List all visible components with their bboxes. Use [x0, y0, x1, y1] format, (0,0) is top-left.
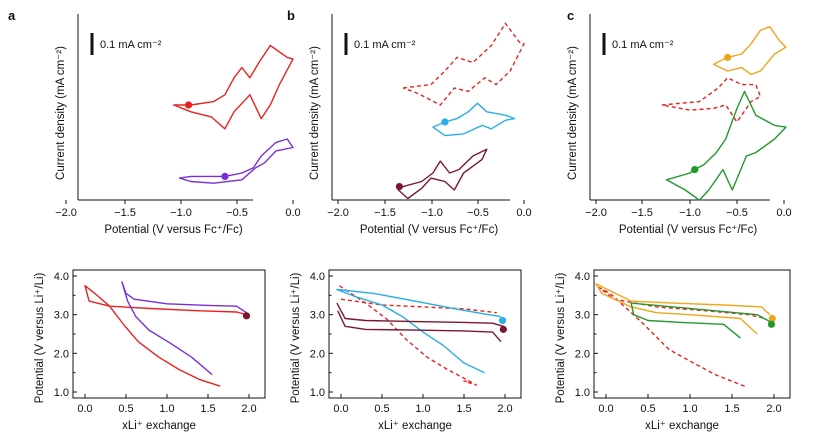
b-top-series-red-0	[402, 22, 525, 106]
gcd-frame-a	[72, 269, 266, 399]
cv-ylabel-b: Current density (mA cm⁻²)	[309, 46, 321, 180]
gcd-frame-c	[593, 269, 791, 399]
b-top-marker-cyan-0	[441, 118, 449, 126]
cv-xtick-label-c-0: −2.0	[585, 207, 607, 219]
c-bottom-marker-green-1	[767, 320, 776, 328]
gcd-ytick-label-b-3: 4.0	[310, 271, 325, 283]
gcd-ytick-label-c-2: 3.0	[575, 310, 590, 322]
cv-xtick-label-a-0: −2.0	[55, 207, 77, 219]
gcd-ytick-label-a-2: 3.0	[54, 310, 69, 322]
gcd-ytick-label-b-2: 3.0	[310, 310, 325, 322]
gcd-xtick-label-b-3: 1.5	[456, 403, 471, 415]
a-bottom-series-red-0	[84, 285, 247, 387]
gcd-xtick-label-c-4: 2.0	[766, 403, 781, 415]
gcd-ytick-label-c-1: 2.0	[575, 348, 590, 360]
panel-label-b: b	[287, 8, 295, 23]
b-top-marker-maroon-1	[395, 183, 403, 191]
b-bottom-series-cyan-2	[336, 288, 502, 374]
cv-ylabel-c: Current density (mA cm⁻²)	[567, 46, 579, 180]
cv-xtick-label-c-4: 0.0	[776, 207, 791, 219]
gcd-xtick-label-a-2: 1.0	[159, 403, 174, 415]
gcd-xtick-label-a-3: 1.5	[200, 403, 215, 415]
cv-xtick-label-b-1: −1.5	[374, 207, 396, 219]
c-top-marker-green-1	[691, 166, 699, 174]
gcd-ytick-label-c-0: 1.0	[575, 387, 590, 399]
cv-xtick-label-c-1: −1.5	[631, 207, 653, 219]
a-top-marker-purple-1	[221, 172, 229, 180]
cv-xtick-label-a-3: −0.5	[226, 207, 248, 219]
gcd-xtick-label-b-0: 0.0	[333, 403, 348, 415]
b-bottom-marker-cyan-0	[498, 316, 507, 325]
b-top-series-cyan-1	[432, 102, 516, 137]
c-bottom-series-orange-1	[595, 283, 771, 335]
gcd-xtick-label-c-3: 1.5	[724, 403, 739, 415]
a-top-series-purple-1	[178, 138, 294, 184]
b-bottom-marker-maroon-1	[499, 325, 507, 333]
gcd-xlabel-b: xLi⁺ exchange	[378, 420, 452, 432]
gcd-xlabel-a: xLi⁺ exchange	[122, 420, 196, 432]
scale-bar-label-b: 0.1 mA cm⁻²	[354, 39, 416, 51]
gcd-xtick-label-b-4: 2.0	[497, 403, 512, 415]
b-bottom-series-maroon-4	[337, 310, 502, 343]
c-top-marker-orange-0	[724, 53, 732, 62]
cv-xlabel-b: Potential (V versus Fc⁺/Fc)	[360, 224, 499, 236]
gcd-xtick-label-c-0: 0.0	[598, 403, 613, 415]
c-top-series-red-1	[661, 77, 762, 123]
b-bottom-series-red-0	[339, 285, 477, 386]
cv-xtick-label-b-2: −1.0	[421, 207, 443, 219]
c-bottom-series-red-0	[598, 286, 766, 387]
cv-xtick-label-c-3: −0.5	[726, 207, 748, 219]
gcd-ylabel-b: Potential (V versus Li⁺/Li)	[290, 272, 302, 403]
scale-bar-label-c: 0.1 mA cm⁻²	[612, 39, 674, 51]
a-top-series-red-0	[173, 44, 294, 130]
gcd-xlabel-c: xLi⁺ exchange	[645, 420, 719, 432]
panel-a: a −2.0 −1.5 −1.0 −0.5 0.0 Potential (V versus …	[8, 8, 301, 432]
b-bottom-series-red-1	[340, 298, 497, 314]
panel-b: b −2.0 −1.5 −1.0 −0.5 0.0 Potential (V versus …	[287, 8, 532, 432]
a-bottom-series-purple-1	[121, 281, 247, 376]
cv-xtick-label-c-2: −1.0	[679, 207, 701, 219]
gcd-xtick-label-b-1: 0.5	[374, 403, 389, 415]
gcd-ylabel-c: Potential (V versus Li⁺/Li)	[555, 272, 567, 403]
c-bottom-series-green-2	[630, 302, 772, 339]
c-top-series-green-2	[665, 90, 787, 201]
gcd-ytick-label-c-3: 4.0	[575, 271, 590, 283]
panel-label-c: c	[567, 8, 574, 23]
cv-ylabel-a: Current density (mA cm⁻²)	[55, 46, 67, 180]
gcd-ylabel-a: Potential (V versus Li⁺/Li)	[34, 272, 46, 403]
a-bottom-marker-maroon-0	[242, 312, 251, 320]
gcd-ytick-label-b-1: 2.0	[310, 348, 325, 360]
panel-c: c −2.0 −1.5 −1.0 −0.5 0.0 Potential (V versus …	[555, 8, 792, 432]
gcd-ytick-label-b-0: 1.0	[310, 387, 325, 399]
panel-label-a: a	[8, 8, 16, 23]
cv-xtick-label-b-3: −0.5	[467, 207, 489, 219]
b-bottom-series-maroon-3	[336, 302, 504, 327]
c-top-series-orange-0	[712, 26, 787, 76]
c-bottom-marker-orange-0	[768, 314, 776, 323]
cv-xtick-label-a-1: −1.5	[114, 207, 136, 219]
gcd-xtick-label-c-2: 1.0	[682, 403, 697, 415]
gcd-ytick-label-a-0: 1.0	[54, 387, 69, 399]
gcd-ytick-label-a-3: 4.0	[54, 271, 69, 283]
cv-xlabel-a: Potential (V versus Fc⁺/Fc)	[104, 224, 243, 236]
gcd-xtick-label-b-2: 1.0	[415, 403, 430, 415]
cv-xtick-label-a-2: −1.0	[170, 207, 192, 219]
gcd-xtick-label-a-1: 0.5	[118, 403, 133, 415]
cv-xtick-label-a-4: 0.0	[285, 207, 300, 219]
scale-bar-label-a: 0.1 mA cm⁻²	[100, 39, 162, 51]
gcd-xtick-label-a-0: 0.0	[77, 403, 92, 415]
gcd-xtick-label-c-1: 0.5	[640, 403, 655, 415]
cv-xlabel-c: Potential (V versus Fc⁺/Fc)	[619, 224, 758, 236]
cv-xtick-label-b-4: 0.0	[516, 207, 531, 219]
gcd-ytick-label-a-1: 2.0	[54, 348, 69, 360]
b-top-series-maroon-2	[397, 148, 488, 200]
a-top-marker-red-0	[184, 101, 193, 109]
gcd-xtick-label-a-4: 2.0	[241, 403, 256, 415]
cv-xtick-label-b-0: −2.0	[327, 207, 349, 219]
